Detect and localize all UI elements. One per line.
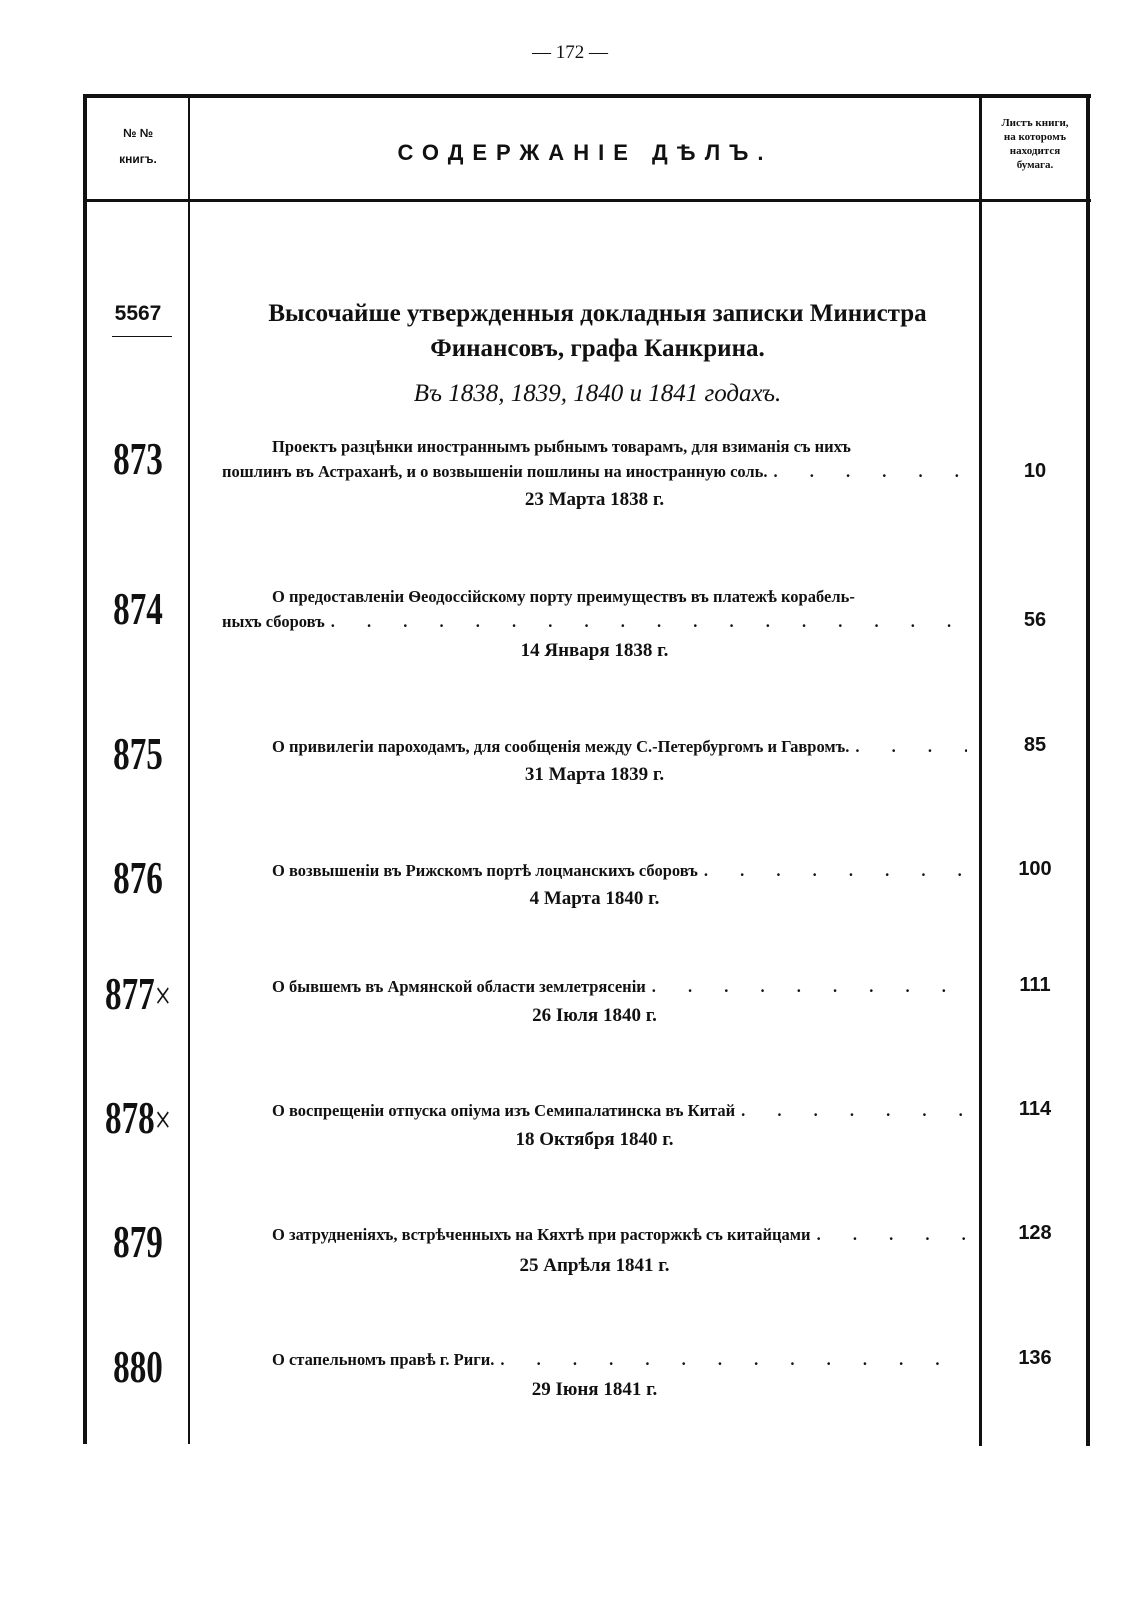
- entry-page-number: 85: [1023, 734, 1047, 756]
- entry-book-number: 878×: [101, 1091, 176, 1144]
- entry-line-text: О возвышеніи въ Рижскомъ портѣ лоцмански…: [272, 861, 698, 880]
- entry-line-text: О привилегіи пароходамъ, для сообщенія м…: [272, 737, 850, 756]
- entry-description: О возвышеніи въ Рижскомъ портѣ лоцмански…: [222, 858, 967, 883]
- entry-number-text: 874: [113, 583, 163, 634]
- entry-book-number: 873: [101, 432, 176, 485]
- section-title: Высочайше утвержденныя докладныя записки…: [215, 296, 980, 366]
- section-underline: [112, 336, 172, 337]
- section-book-number: 5567: [114, 302, 162, 325]
- table-top-rule: [83, 94, 1091, 98]
- entry-line: О воспрещеніи отпуска опіума изъ Семипал…: [222, 1098, 967, 1123]
- table-right-rule: [1086, 96, 1090, 1446]
- entry-number-text: 879: [113, 1216, 163, 1267]
- entry-line-text: О бывшемъ въ Армянской области землетряс…: [272, 977, 646, 996]
- entry-book-number: 875: [101, 727, 176, 780]
- entry-book-number: 876: [101, 851, 176, 904]
- entry-date: 26 Іюля 1840 г.: [532, 1005, 657, 1026]
- entry-date: 25 Апрѣля 1841 г.: [519, 1255, 670, 1276]
- entry-description: О затрудненіяхъ, встрѣченныхъ на Кяхтѣ п…: [222, 1222, 967, 1247]
- entry-date: 31 Марта 1839 г.: [524, 764, 665, 785]
- entry-page-number: 111: [1019, 974, 1051, 996]
- entry-line-text: О воспрещеніи отпуска опіума изъ Семипал…: [272, 1101, 736, 1120]
- table-left-rule: [83, 94, 87, 1444]
- entry-date: 18 Октября 1840 г.: [515, 1129, 674, 1150]
- entry-line-text: Проектъ разцѣнки иностраннымъ рыбнымъ то…: [272, 437, 851, 456]
- header-page: Листъ книги, на которомъ находится бумаг…: [982, 116, 1088, 172]
- section-title-line: Высочайше утвержденныя докладныя записки…: [268, 300, 927, 327]
- dot-leader: . . . . . . . . . . . . . . . . . . . . …: [651, 977, 967, 996]
- header-page-line: находится: [1009, 145, 1061, 157]
- entry-date: 4 Марта 1840 г.: [529, 888, 660, 909]
- entry-description: О стапельномъ правѣ г. Риги. . . . . . . …: [222, 1347, 967, 1372]
- entry-line: О предоставленіи Ѳеодоссійскому порту пр…: [222, 584, 967, 609]
- entry-date: 23 Марта 1838 г.: [524, 489, 665, 510]
- entry-line: О затрудненіяхъ, встрѣченныхъ на Кяхтѣ п…: [222, 1222, 967, 1247]
- entry-number-text: 878: [105, 1092, 155, 1143]
- dot-leader: . . . . . . . . . . . . . . . . . . . . …: [330, 612, 967, 631]
- entry-line: Проектъ разцѣнки иностраннымъ рыбнымъ то…: [222, 434, 967, 459]
- dot-leader: . . . . . . . . . . . . . . . . . . . . …: [855, 737, 967, 756]
- entry-book-number: 880: [101, 1340, 176, 1393]
- entry-number-text: 873: [113, 433, 163, 484]
- header-book-number: № № книгъ.: [86, 120, 190, 172]
- header-page-line: на которомъ: [1003, 131, 1067, 143]
- entry-description: О бывшемъ въ Армянской области землетряс…: [222, 974, 967, 999]
- entry-page-number: 10: [1023, 460, 1047, 482]
- section-subtitle: Въ 1838, 1839, 1840 и 1841 годахъ.: [413, 380, 782, 407]
- entry-date: 29 Іюня 1841 г.: [531, 1379, 658, 1400]
- entry-number-text: 877: [105, 968, 155, 1019]
- header-page-line: бумага.: [1016, 159, 1054, 171]
- entry-line: О стапельномъ правѣ г. Риги. . . . . . . …: [222, 1347, 967, 1372]
- dot-leader: . . . . . . . . . . . . . . . . . . . . …: [703, 861, 967, 880]
- entry-number-text: 876: [113, 852, 163, 903]
- cross-mark: ×: [154, 973, 171, 1018]
- header-page-line: Листъ книги,: [1001, 117, 1069, 129]
- cross-mark: ×: [154, 1097, 171, 1142]
- entry-book-number: 877×: [101, 967, 176, 1020]
- section-title-line: Финансовъ, графа Канкрина.: [430, 335, 765, 362]
- dot-leader: . . . . . . . . . . . . . . . . . . . . …: [773, 462, 967, 481]
- entry-description: О привилегіи пароходамъ, для сообщенія м…: [222, 734, 967, 759]
- page-number: — 172 —: [532, 42, 608, 63]
- entry-page-number: 100: [1018, 858, 1052, 880]
- entry-description: О предоставленіи Ѳеодоссійскому порту пр…: [222, 584, 967, 634]
- entry-description: О воспрещеніи отпуска опіума изъ Семипал…: [222, 1098, 967, 1123]
- entry-date: 14 Января 1838 г.: [520, 640, 669, 661]
- entry-page-number: 56: [1023, 609, 1047, 631]
- entry-line-text: ныхъ сборовъ: [222, 612, 325, 631]
- entry-line: О возвышеніи въ Рижскомъ портѣ лоцмански…: [222, 858, 967, 883]
- entry-line: ныхъ сборовъ . . . . . . . . . . . . . . …: [222, 609, 967, 634]
- entry-number-text: 880: [113, 1341, 163, 1392]
- dot-leader: . . . . . . . . . . . . . . . . . . . . …: [500, 1350, 967, 1369]
- header-num-label: № №: [122, 126, 154, 140]
- entry-line-text: пошлинъ въ Астраханѣ, и о возвышеніи пош…: [222, 462, 768, 481]
- header-contents: СОДЕРЖАНІЕ ДѢЛЪ.: [397, 140, 773, 165]
- column-rule-num: [188, 96, 190, 1444]
- entry-number-text: 875: [113, 728, 163, 779]
- entry-line: О привилегіи пароходамъ, для сообщенія м…: [222, 734, 967, 759]
- entry-page-number: 114: [1018, 1098, 1052, 1120]
- entry-line-text: О затрудненіяхъ, встрѣченныхъ на Кяхтѣ п…: [272, 1225, 811, 1244]
- entry-page-number: 128: [1018, 1222, 1052, 1244]
- dot-leader: . . . . . . . . . . . . . . . . . . . . …: [741, 1101, 967, 1120]
- entry-book-number: 879: [101, 1215, 176, 1268]
- entry-book-number: 874: [101, 582, 176, 635]
- entry-line-text: О стапельномъ правѣ г. Риги.: [272, 1350, 495, 1369]
- entry-page-number: 136: [1018, 1347, 1052, 1369]
- entry-line: пошлинъ въ Астраханѣ, и о возвышеніи пош…: [222, 459, 967, 484]
- dot-leader: . . . . . . . . . . . . . . . . . . . . …: [816, 1225, 967, 1244]
- column-rule-page: [979, 96, 982, 1446]
- entry-line-text: О предоставленіи Ѳеодоссійскому порту пр…: [272, 587, 855, 606]
- entry-line: О бывшемъ въ Армянской области землетряс…: [222, 974, 967, 999]
- header-books-label: книгъ.: [119, 152, 157, 166]
- entry-description: Проектъ разцѣнки иностраннымъ рыбнымъ то…: [222, 434, 967, 484]
- header-bottom-rule: [83, 199, 1091, 202]
